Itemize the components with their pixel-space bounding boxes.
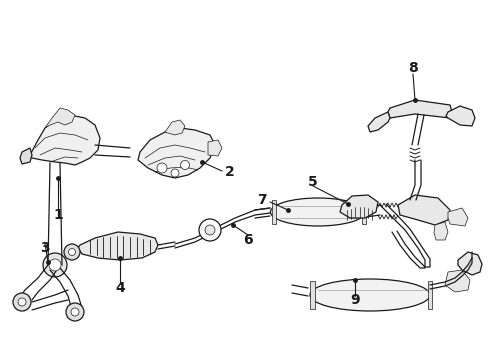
Polygon shape bbox=[138, 128, 215, 178]
Polygon shape bbox=[78, 232, 158, 260]
Polygon shape bbox=[45, 108, 75, 128]
Circle shape bbox=[49, 259, 61, 271]
Polygon shape bbox=[310, 281, 315, 309]
Polygon shape bbox=[434, 222, 448, 240]
Polygon shape bbox=[362, 200, 366, 224]
Polygon shape bbox=[368, 112, 390, 132]
Polygon shape bbox=[458, 252, 482, 275]
Text: 6: 6 bbox=[243, 233, 253, 247]
Circle shape bbox=[66, 303, 84, 321]
Circle shape bbox=[71, 308, 79, 316]
Circle shape bbox=[43, 253, 67, 277]
Circle shape bbox=[18, 298, 26, 306]
Polygon shape bbox=[208, 140, 222, 156]
Polygon shape bbox=[340, 195, 378, 218]
Polygon shape bbox=[272, 200, 276, 224]
Polygon shape bbox=[165, 120, 185, 135]
Text: 2: 2 bbox=[225, 165, 235, 179]
Circle shape bbox=[13, 293, 31, 311]
Ellipse shape bbox=[310, 279, 430, 311]
Text: 4: 4 bbox=[115, 281, 125, 295]
Circle shape bbox=[157, 163, 167, 173]
Polygon shape bbox=[20, 148, 32, 164]
Circle shape bbox=[199, 219, 221, 241]
Text: 8: 8 bbox=[408, 61, 418, 75]
Circle shape bbox=[64, 244, 80, 260]
Polygon shape bbox=[388, 100, 452, 118]
Text: 7: 7 bbox=[257, 193, 267, 207]
Polygon shape bbox=[398, 195, 450, 225]
Circle shape bbox=[180, 161, 190, 170]
Polygon shape bbox=[448, 208, 468, 226]
Polygon shape bbox=[428, 281, 432, 309]
Polygon shape bbox=[28, 115, 100, 165]
Text: 1: 1 bbox=[53, 208, 63, 222]
Text: 3: 3 bbox=[40, 241, 50, 255]
Text: 5: 5 bbox=[308, 175, 318, 189]
Circle shape bbox=[171, 169, 179, 177]
Circle shape bbox=[205, 225, 215, 235]
Circle shape bbox=[69, 248, 75, 256]
Text: 9: 9 bbox=[350, 293, 360, 307]
Polygon shape bbox=[445, 270, 470, 292]
Ellipse shape bbox=[270, 198, 366, 226]
Polygon shape bbox=[446, 106, 475, 126]
